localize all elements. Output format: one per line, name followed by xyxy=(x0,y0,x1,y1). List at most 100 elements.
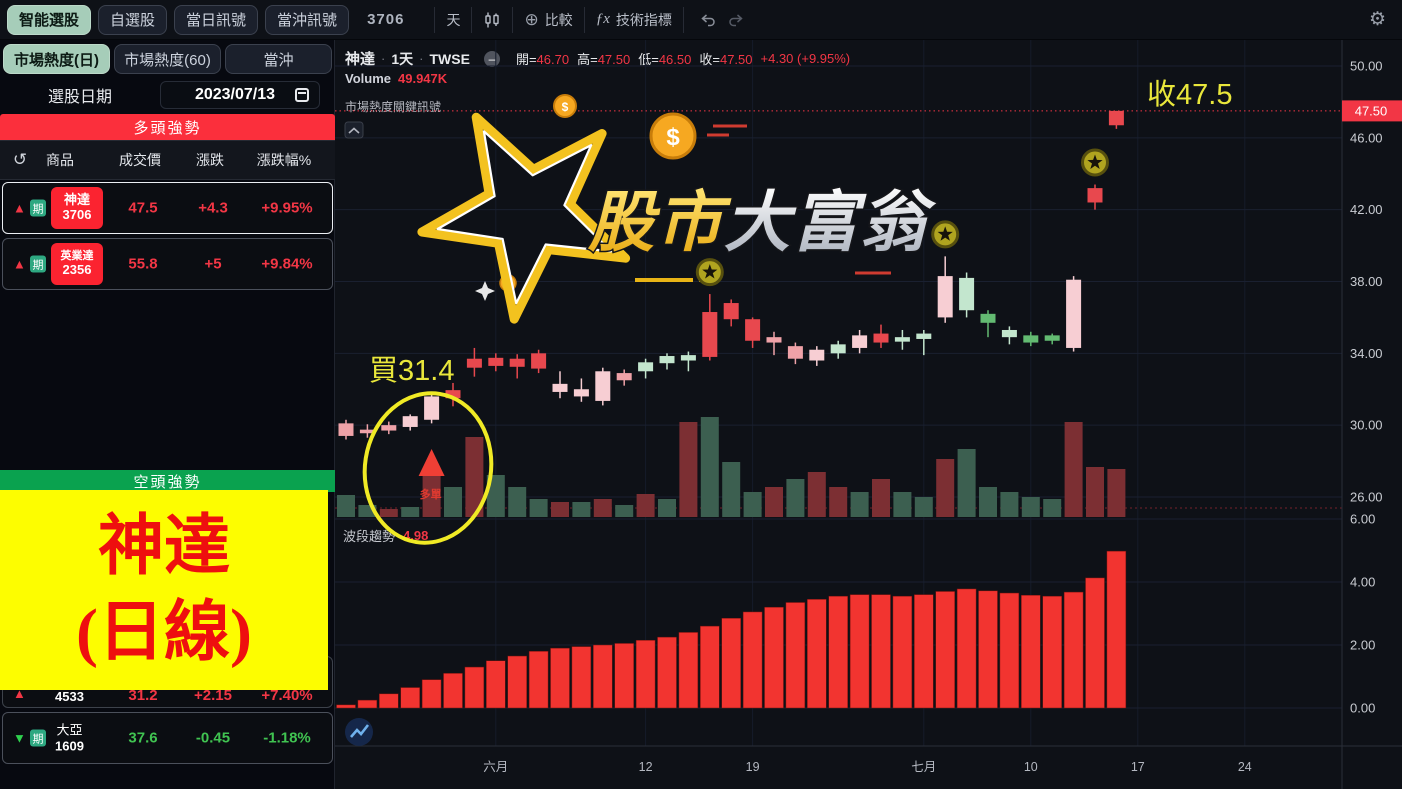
candle-body xyxy=(852,335,868,348)
chart-style-button[interactable] xyxy=(483,11,501,29)
candle-body xyxy=(1087,188,1103,203)
price-cell: 31.2 xyxy=(128,687,158,704)
trend-bar xyxy=(635,640,656,709)
time-tick-label: 19 xyxy=(746,760,760,774)
symbol-search-input[interactable]: 3706 xyxy=(367,11,405,28)
coin-icon: $ xyxy=(562,100,569,114)
trend-bar xyxy=(700,625,720,709)
volume-bar xyxy=(379,509,398,517)
price-cell: 47.5 xyxy=(128,199,158,217)
chart-legend: 神達 · 1天 · TWSE – 開=46.70 高=47.50 低=46.50… xyxy=(345,48,850,69)
up-triangle-icon: ▲ xyxy=(13,200,26,216)
trend-bar xyxy=(785,602,806,709)
col-header-pct[interactable]: 漲跌幅% xyxy=(256,152,312,168)
chart-interval[interactable]: 1天 xyxy=(391,50,414,67)
undo-icon xyxy=(701,14,715,27)
tab-market-heat-60[interactable]: 市場熱度(60) xyxy=(114,44,221,74)
trend-bar xyxy=(914,594,934,709)
pct-cell: +9.84% xyxy=(261,255,313,273)
candle-body xyxy=(1066,279,1082,348)
trend-bar xyxy=(742,611,763,709)
candle-body xyxy=(531,353,547,369)
date-input[interactable]: 2023/07/13 xyxy=(160,81,320,109)
trend-bar xyxy=(871,594,891,709)
tab-daytrade[interactable]: 當沖 xyxy=(225,44,332,74)
volume-bar xyxy=(807,472,826,517)
trend-bar xyxy=(1042,595,1062,709)
table-row-2356[interactable]: ▲ 期 英業達 2356 55.8 +5 +9.84% xyxy=(2,238,333,290)
sidebar-tabs: 市場熱度(日) 市場熱度(60) 當沖 xyxy=(0,44,335,74)
volume-bar xyxy=(936,459,955,517)
top-toolbar: 智能選股 自選股 當日訊號 當沖訊號 3706 天 ⊕ 比較 ƒx 技術指標 xyxy=(0,0,1402,40)
stock-note-overlay: 神達 (日線) xyxy=(0,490,328,690)
trend-bar xyxy=(828,595,848,709)
volume-bar xyxy=(572,502,591,517)
collapse-pane-button[interactable] xyxy=(344,121,364,139)
table-row-1609[interactable]: ▼ 期 大亞 1609 37.6 -0.45 -1.18% xyxy=(2,712,333,764)
col-header-price[interactable]: 成交價 xyxy=(119,152,161,168)
daytrade-signal-button[interactable]: 當沖訊號 xyxy=(265,4,350,35)
daily-signal-button[interactable]: 當日訊號 xyxy=(174,4,259,35)
volume-bar xyxy=(979,487,997,517)
futures-badge: 期 xyxy=(30,729,46,747)
volume-bar xyxy=(508,487,527,517)
indicators-button[interactable]: ƒx 技術指標 xyxy=(595,11,672,28)
table-row-3706[interactable]: ▲ 期 神達 3706 47.5 +4.3 +9.95% xyxy=(2,182,333,234)
candle-body xyxy=(830,344,846,354)
col-header-name[interactable]: 商品 xyxy=(46,152,74,168)
candle-body xyxy=(894,337,910,342)
star-signal-icon xyxy=(702,264,718,279)
candle-body xyxy=(359,429,375,434)
candle-body xyxy=(766,337,782,343)
date-picker-row: 選股日期 2023/07/13 xyxy=(0,78,335,112)
trend-bar xyxy=(1063,591,1084,709)
toolbar-divider xyxy=(471,6,473,33)
trend-bar xyxy=(935,591,955,709)
buy-annotation: 買31.4 xyxy=(369,355,454,387)
candle-body xyxy=(659,356,675,364)
compare-button[interactable]: ⊕ 比較 xyxy=(524,9,573,29)
trend-bar xyxy=(528,651,549,709)
pct-cell: -1.18% xyxy=(263,729,311,747)
watermark-star xyxy=(417,112,631,324)
volume-bar xyxy=(636,494,655,517)
col-header-change[interactable]: 漲跌 xyxy=(196,152,224,168)
candle-body xyxy=(595,371,611,401)
volume-bar xyxy=(872,479,890,517)
change-cell: -0.45 xyxy=(195,729,231,747)
trend-bar xyxy=(614,643,634,709)
coin-icon xyxy=(649,112,697,160)
close-annotation: 收47.5 xyxy=(1147,78,1232,111)
stock-name-badge: 英業達 2356 xyxy=(51,243,103,285)
price-cell: 37.6 xyxy=(128,729,158,747)
tab-market-heat-daily[interactable]: 市場熱度(日) xyxy=(3,44,110,74)
trend-bar xyxy=(379,693,399,709)
trend-bar xyxy=(1106,550,1127,709)
undo-button[interactable] xyxy=(700,12,717,27)
smart-picker-button[interactable]: 智能選股 xyxy=(7,4,92,35)
candle-body xyxy=(980,313,996,323)
candle-body xyxy=(573,389,589,397)
chart-symbol[interactable]: 神達 xyxy=(345,51,376,68)
table-header: ↺ 商品 成交價 漲跌 漲跌幅% xyxy=(0,140,335,180)
toolbar-divider xyxy=(583,6,585,33)
speed-lines xyxy=(707,124,891,275)
coin-icon xyxy=(553,94,577,118)
trend-bar xyxy=(764,606,784,709)
time-tick-label: 12 xyxy=(639,760,653,774)
volume-bar xyxy=(1021,497,1040,517)
watchlist-button[interactable]: 自選股 xyxy=(98,4,168,35)
indicator-tick-label: 0.00 xyxy=(1350,701,1375,716)
trend-bar xyxy=(892,595,913,709)
refresh-icon[interactable]: ↺ xyxy=(12,150,28,169)
indicator-tick-label: 6.00 xyxy=(1350,512,1375,527)
star-signal-icon xyxy=(1087,154,1103,169)
redo-button[interactable] xyxy=(727,12,744,27)
interval-selector[interactable]: 天 xyxy=(446,11,461,28)
trend-indicator-legend: 波段趨勢 4.98 xyxy=(343,528,429,544)
volume-bar xyxy=(829,487,848,517)
settings-gear-icon[interactable]: ⚙ xyxy=(1368,9,1386,30)
volume-bar xyxy=(529,499,548,517)
volume-bar xyxy=(658,499,676,517)
